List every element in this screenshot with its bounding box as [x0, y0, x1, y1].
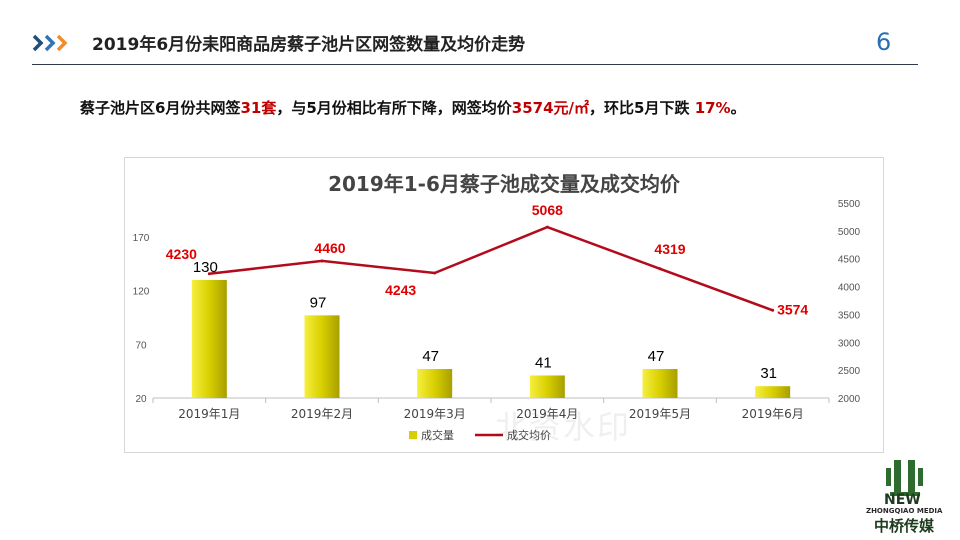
summary-part3: ，环比5月下跌 — [589, 99, 695, 117]
summary-part1: 蔡子池片区6月份共网签 — [80, 99, 241, 117]
logo-name: 中桥传媒 — [874, 517, 935, 535]
bar-data-label: 97 — [310, 294, 327, 311]
line-point — [545, 225, 549, 229]
line-point — [433, 271, 437, 275]
y-left-tick-label: 70 — [135, 340, 147, 351]
y-right-tick-label: 3000 — [838, 338, 861, 349]
y-right-tick-label: 4500 — [838, 255, 861, 266]
line-data-label: 3574 — [777, 301, 808, 317]
chart-title: 2019年1-6月蔡子池成交量及成交均价 — [328, 172, 680, 196]
bar — [417, 369, 453, 398]
y-right-tick-label: 4000 — [838, 283, 861, 294]
line-point — [320, 259, 324, 263]
bar-data-label: 47 — [422, 348, 439, 365]
page-number: 6 — [876, 28, 892, 56]
summary-part4: 。 — [730, 99, 746, 117]
summary-price: 3574元/㎡ — [511, 99, 590, 117]
watermark: 北资水印 — [495, 408, 632, 446]
line-data-label: 5068 — [532, 202, 563, 218]
y-right-tick-label: 3500 — [838, 310, 861, 321]
bar — [191, 279, 227, 398]
chart-panel: 2019年1-6月蔡子池成交量及成交均价 20 70 120 170 2000 2500 3… — [124, 157, 884, 453]
line-point — [771, 308, 775, 312]
page-title: 2019年6月份耒阳商品房蔡子池片区网签数量及均价走势 — [92, 35, 526, 55]
combo-chart: 20 70 120 170 2000 2500 3000 3500 4000 4500 5000 55… — [133, 199, 861, 442]
logo-sub: ZHONGQIAO MEDIA — [866, 507, 943, 515]
bar — [755, 386, 791, 398]
bar-data-label: 31 — [760, 365, 777, 382]
bar — [529, 375, 565, 398]
line-point — [207, 272, 211, 276]
line-data-label: 4230 — [166, 246, 197, 262]
x-tick-label: 2019年4月 — [516, 407, 578, 421]
x-tick-label: 2019年2月 — [291, 407, 353, 421]
x-tick-label: 2019年3月 — [404, 407, 466, 421]
legend-label-bar: 成交量 — [421, 428, 454, 442]
summary-text: 蔡子池片区6月份共网签31套，与5月份相比有所下降，网签均价3574元/㎡，环比… — [80, 97, 746, 118]
line-series-avg-price — [209, 225, 774, 312]
summary-part2: ，与5月份相比有所下降，网签均价 — [276, 99, 512, 117]
legend-swatch-bar — [409, 431, 417, 439]
bar-data-label: 41 — [535, 354, 552, 371]
summary-change: 17% — [694, 99, 731, 117]
line-data-label: 4460 — [314, 240, 345, 256]
y-right-tick-label: 5000 — [838, 227, 861, 238]
chevron-arrows-icon — [32, 34, 68, 52]
y-right-tick-label: 5500 — [838, 199, 861, 210]
logo-brand: NEW — [884, 492, 921, 508]
y-right-tick-label: 2000 — [838, 394, 861, 405]
summary-count: 31套 — [240, 99, 277, 117]
bar — [642, 369, 678, 398]
y-right-tick-label: 2500 — [838, 366, 861, 377]
legend-label-line: 成交均价 — [507, 428, 551, 442]
bar — [304, 315, 340, 398]
line-data-label: 4319 — [654, 241, 685, 257]
y-left-tick-label: 20 — [135, 394, 147, 405]
x-tick-label: 2019年5月 — [629, 407, 691, 421]
header-divider — [32, 64, 918, 65]
company-logo — [886, 460, 923, 496]
bar-data-label: 130 — [193, 259, 218, 276]
line-data-label: 4243 — [385, 282, 416, 298]
y-left-tick-label: 120 — [133, 287, 150, 298]
line-point — [658, 267, 662, 271]
y-left-tick-label: 170 — [133, 233, 150, 244]
x-tick-label: 2019年1月 — [178, 407, 240, 421]
x-tick-label: 2019年6月 — [742, 407, 804, 421]
bar-data-label: 47 — [648, 348, 665, 365]
